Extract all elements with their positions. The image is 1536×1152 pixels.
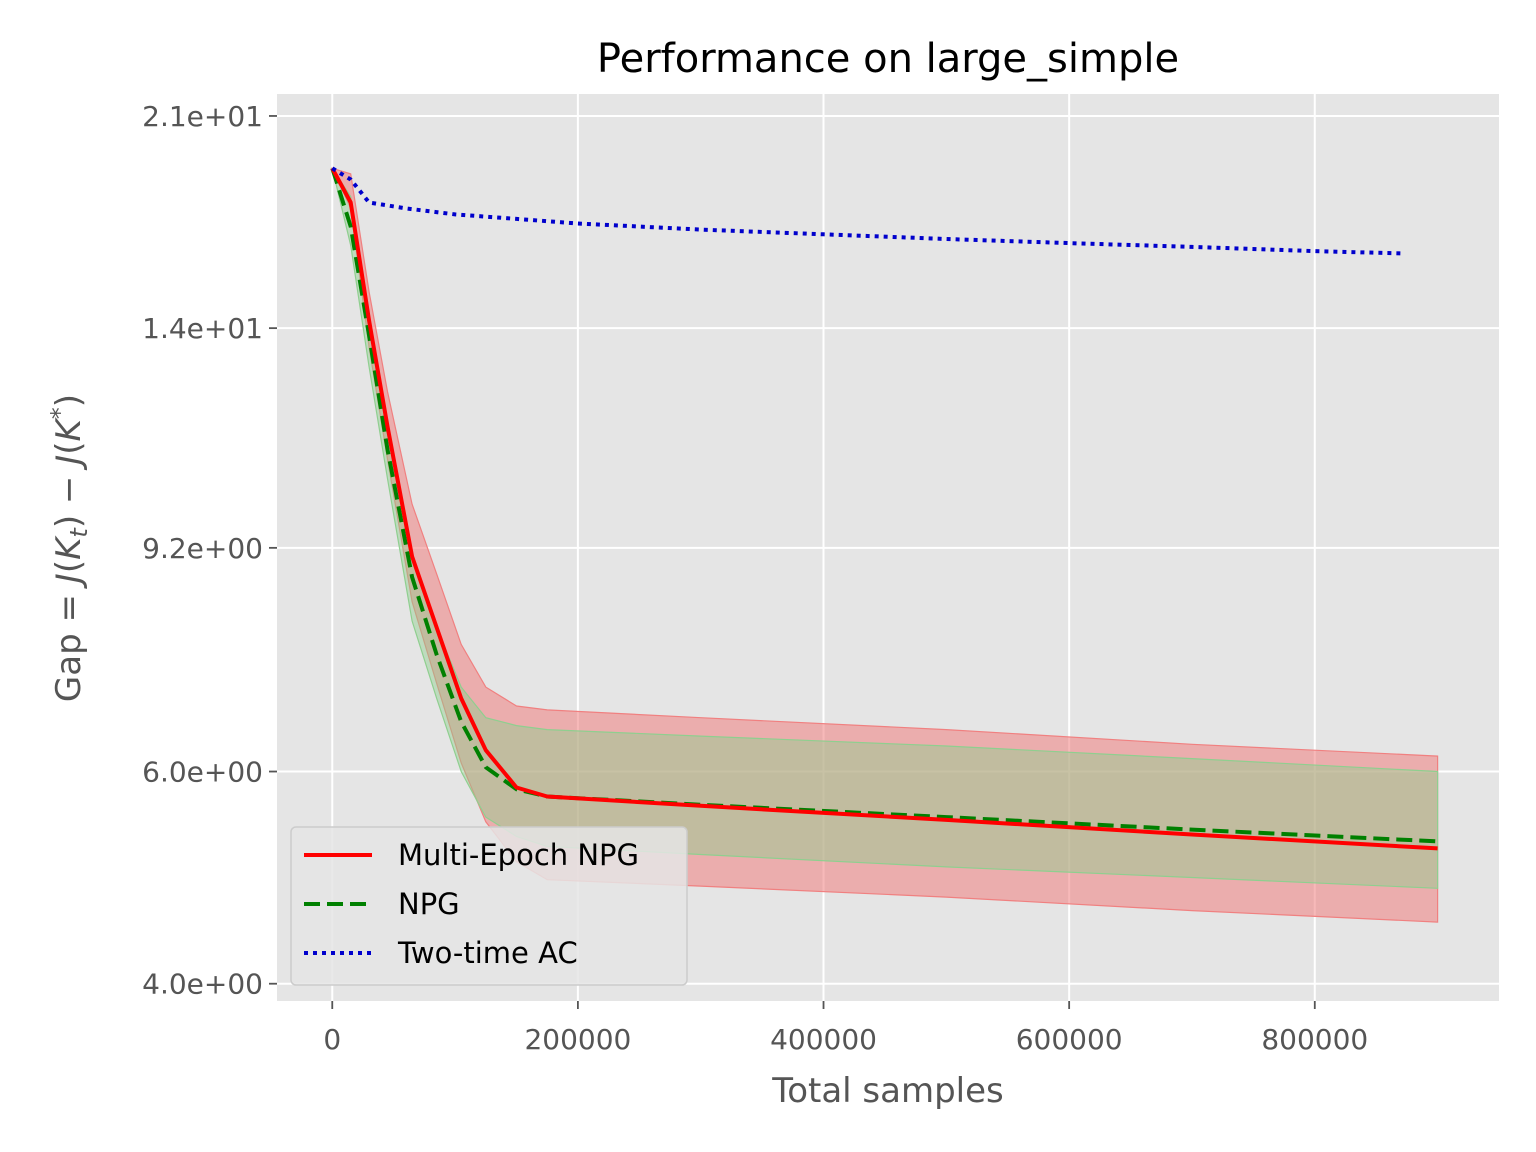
y-tick-label: 6.0e+00 (142, 756, 263, 789)
legend-label-npg: NPG (398, 887, 460, 921)
y-axis-label-close: ) (49, 515, 89, 528)
x-axis-label: Total samples (771, 1071, 1004, 1111)
series-lines (330, 166, 1438, 851)
x-tick-label: 400000 (770, 1023, 877, 1056)
y-axis-label-k1: K (49, 535, 89, 560)
x-tick-label: 800000 (1261, 1023, 1368, 1056)
legend-box (290, 826, 688, 986)
y-axis-label-prefix: Gap = (49, 583, 89, 702)
y-axis-label-sub: t (65, 527, 93, 538)
x-tick-label: 600000 (1016, 1023, 1123, 1056)
y-axis-label-close2: ) (49, 394, 89, 407)
y-axis-label-k2: K (49, 417, 89, 442)
legend: Multi-Epoch NPG NPG Two-time AC (290, 826, 688, 986)
y-tick-label: 4.0e+00 (142, 968, 263, 1001)
y-axis-label: Gap = J(Kt) − J(K*) (46, 394, 93, 702)
legend-label-multi-epoch-npg: Multi-Epoch NPG (398, 838, 639, 872)
axis-ticks: 0 200000 400000 600000 800000 4.0e+00 6.0e+00 9… (142, 100, 1368, 1056)
series-line-multi-epoch-npg (330, 167, 1438, 851)
series-line-npg (330, 167, 1438, 844)
x-tick-label: 0 (323, 1023, 341, 1056)
y-tick-label: 2.1e+01 (142, 100, 263, 133)
x-tick-label: 200000 (524, 1023, 631, 1056)
y-axis-label-minus: − (49, 465, 89, 515)
series-line-two-time-ac (331, 166, 1401, 256)
y-axis-label-paren2: ( (49, 442, 89, 455)
y-axis-label-sup: * (46, 407, 74, 419)
y-tick-label: 9.2e+00 (142, 532, 263, 565)
y-tick-label: 1.4e+01 (142, 312, 263, 345)
y-axis-label-paren: ( (49, 560, 89, 573)
legend-label-two-time-ac: Two-time AC (397, 936, 578, 970)
chart-title: Performance on large_simple (597, 36, 1179, 82)
